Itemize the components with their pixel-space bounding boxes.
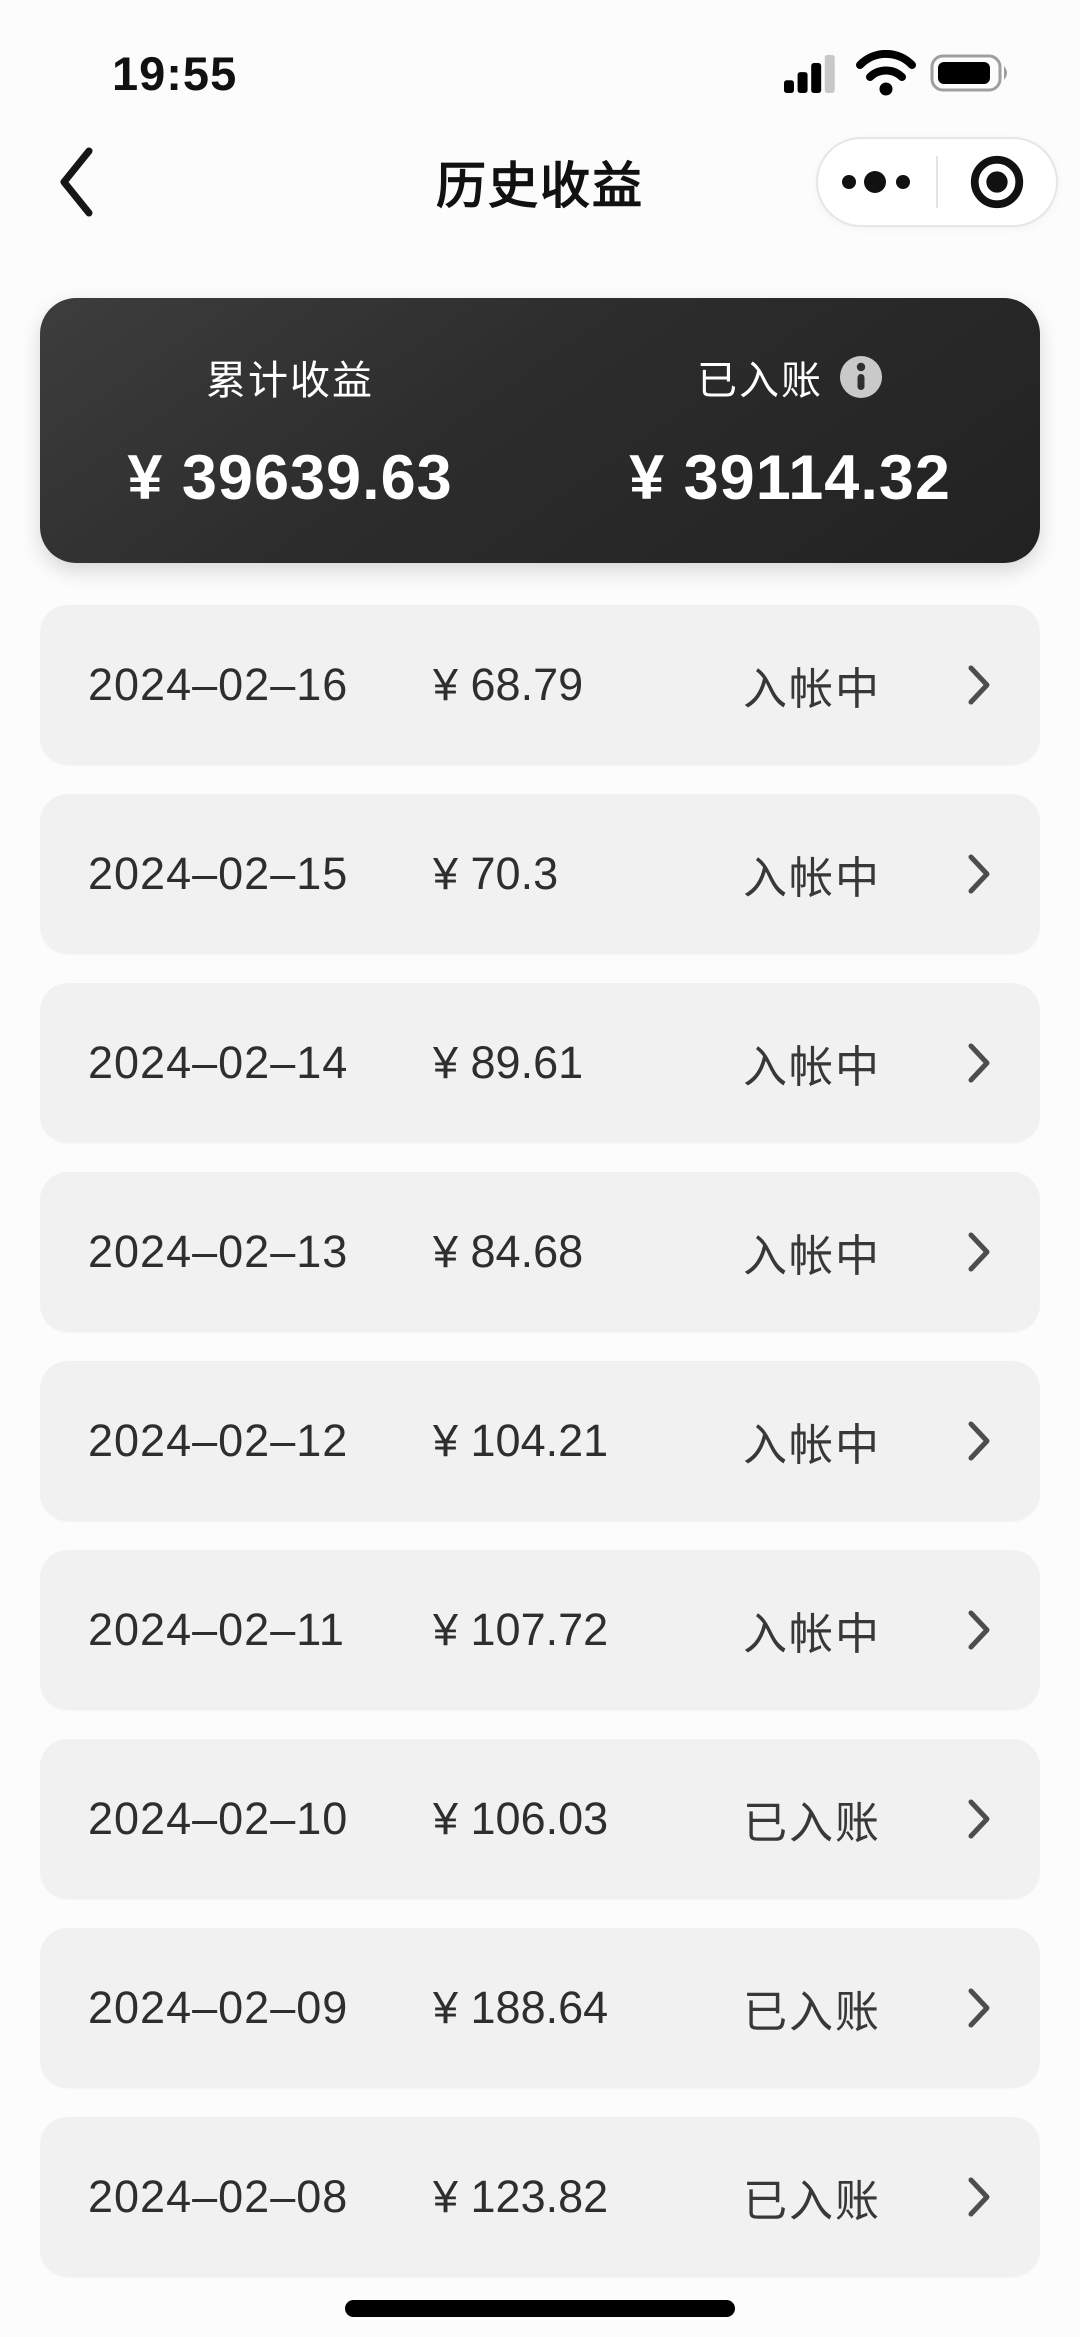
earnings-row[interactable]: 2024–02–09 ¥ 188.64 已入账: [40, 1928, 1040, 2088]
row-amount: ¥ 84.68: [433, 1226, 584, 1277]
status-bar: 19:55: [0, 0, 1080, 118]
nav-bar: 历史收益: [0, 118, 1080, 246]
info-button[interactable]: [839, 355, 883, 399]
info-icon: [840, 355, 882, 398]
cellular-signal-icon: [784, 54, 835, 93]
credited-label-text: 已入账: [697, 358, 823, 403]
battery-icon: [930, 54, 1007, 92]
page-title: 历史收益: [436, 158, 644, 214]
earnings-row[interactable]: 2024–02–12 ¥ 104.21 入帐中: [40, 1361, 1040, 1521]
row-amount: ¥ 68.79: [433, 659, 584, 710]
row-amount: ¥ 70.3: [433, 848, 559, 899]
cumulative-earnings-value: ¥ 39639.63: [127, 442, 453, 513]
row-status: 已入账: [743, 1988, 881, 2037]
back-button[interactable]: [44, 137, 114, 227]
chevron-right-icon: [966, 1986, 992, 2030]
wifi-icon: [856, 50, 916, 96]
row-status: 入帐中: [743, 1610, 881, 1659]
earnings-row[interactable]: 2024–02–13 ¥ 84.68 入帐中: [40, 1172, 1040, 1332]
earnings-row[interactable]: 2024–02–16 ¥ 68.79 入帐中: [40, 605, 1040, 765]
chevron-right-icon: [966, 1230, 992, 1274]
row-date: 2024–02–08: [88, 2171, 349, 2222]
circle-target-icon: [970, 155, 1024, 209]
row-status: 已入账: [743, 1799, 881, 1848]
earnings-row[interactable]: 2024–02–14 ¥ 89.61 入帐中: [40, 983, 1040, 1143]
row-status: 入帐中: [743, 1421, 881, 1470]
chevron-right-icon: [966, 1041, 992, 1085]
row-amount: ¥ 106.03: [433, 1793, 609, 1844]
credited-label: 已入账: [540, 348, 1040, 406]
cumulative-earnings-label-text: 累计收益: [206, 358, 374, 403]
row-amount: ¥ 188.64: [433, 1982, 609, 2033]
earnings-row[interactable]: 2024–02–08 ¥ 123.82 已入账: [40, 2117, 1040, 2277]
row-status: 入帐中: [743, 1232, 881, 1281]
chevron-right-icon: [966, 663, 992, 707]
row-amount: ¥ 107.72: [433, 1604, 609, 1655]
miniprogram-capsule: [816, 137, 1058, 227]
row-date: 2024–02–13: [88, 1226, 349, 1277]
summary-card: 累计收益 已入账 ¥ 39639.63 ¥ 39114.32: [40, 298, 1040, 563]
chevron-right-icon: [966, 1608, 992, 1652]
status-time: 19:55: [112, 46, 238, 100]
row-date: 2024–02–14: [88, 1037, 349, 1088]
chevron-right-icon: [966, 1419, 992, 1463]
chevron-right-icon: [966, 1797, 992, 1841]
row-date: 2024–02–15: [88, 848, 349, 899]
row-amount: ¥ 104.21: [433, 1415, 609, 1466]
row-amount: ¥ 89.61: [433, 1037, 584, 1088]
row-status: 已入账: [743, 2177, 881, 2226]
cumulative-earnings-label: 累计收益: [40, 348, 540, 406]
more-menu-button[interactable]: [818, 139, 936, 225]
row-date: 2024–02–12: [88, 1415, 349, 1466]
chevron-right-icon: [966, 2175, 992, 2219]
exit-button[interactable]: [938, 139, 1056, 225]
chevron-left-icon: [60, 147, 93, 217]
earnings-row[interactable]: 2024–02–11 ¥ 107.72 入帐中: [40, 1550, 1040, 1710]
three-dots-icon: [842, 171, 910, 193]
row-status: 入帐中: [743, 665, 881, 714]
home-indicator[interactable]: [345, 2300, 735, 2317]
earnings-row[interactable]: 2024–02–15 ¥ 70.3 入帐中: [40, 794, 1040, 954]
status-icons: [784, 50, 1010, 96]
credited-value: ¥ 39114.32: [629, 442, 951, 513]
row-date: 2024–02–11: [88, 1604, 345, 1655]
row-date: 2024–02–10: [88, 1793, 349, 1844]
earnings-list: 2024–02–16 ¥ 68.79 入帐中 2024–02–15 ¥ 70.3…: [40, 605, 1040, 2277]
chevron-right-icon: [966, 852, 992, 896]
earnings-row[interactable]: 2024–02–10 ¥ 106.03 已入账: [40, 1739, 1040, 1899]
row-date: 2024–02–09: [88, 1982, 349, 2033]
capsule-divider: [936, 156, 938, 208]
row-amount: ¥ 123.82: [433, 2171, 609, 2222]
row-status: 入帐中: [743, 854, 881, 903]
row-date: 2024–02–16: [88, 659, 349, 710]
row-status: 入帐中: [743, 1043, 881, 1092]
